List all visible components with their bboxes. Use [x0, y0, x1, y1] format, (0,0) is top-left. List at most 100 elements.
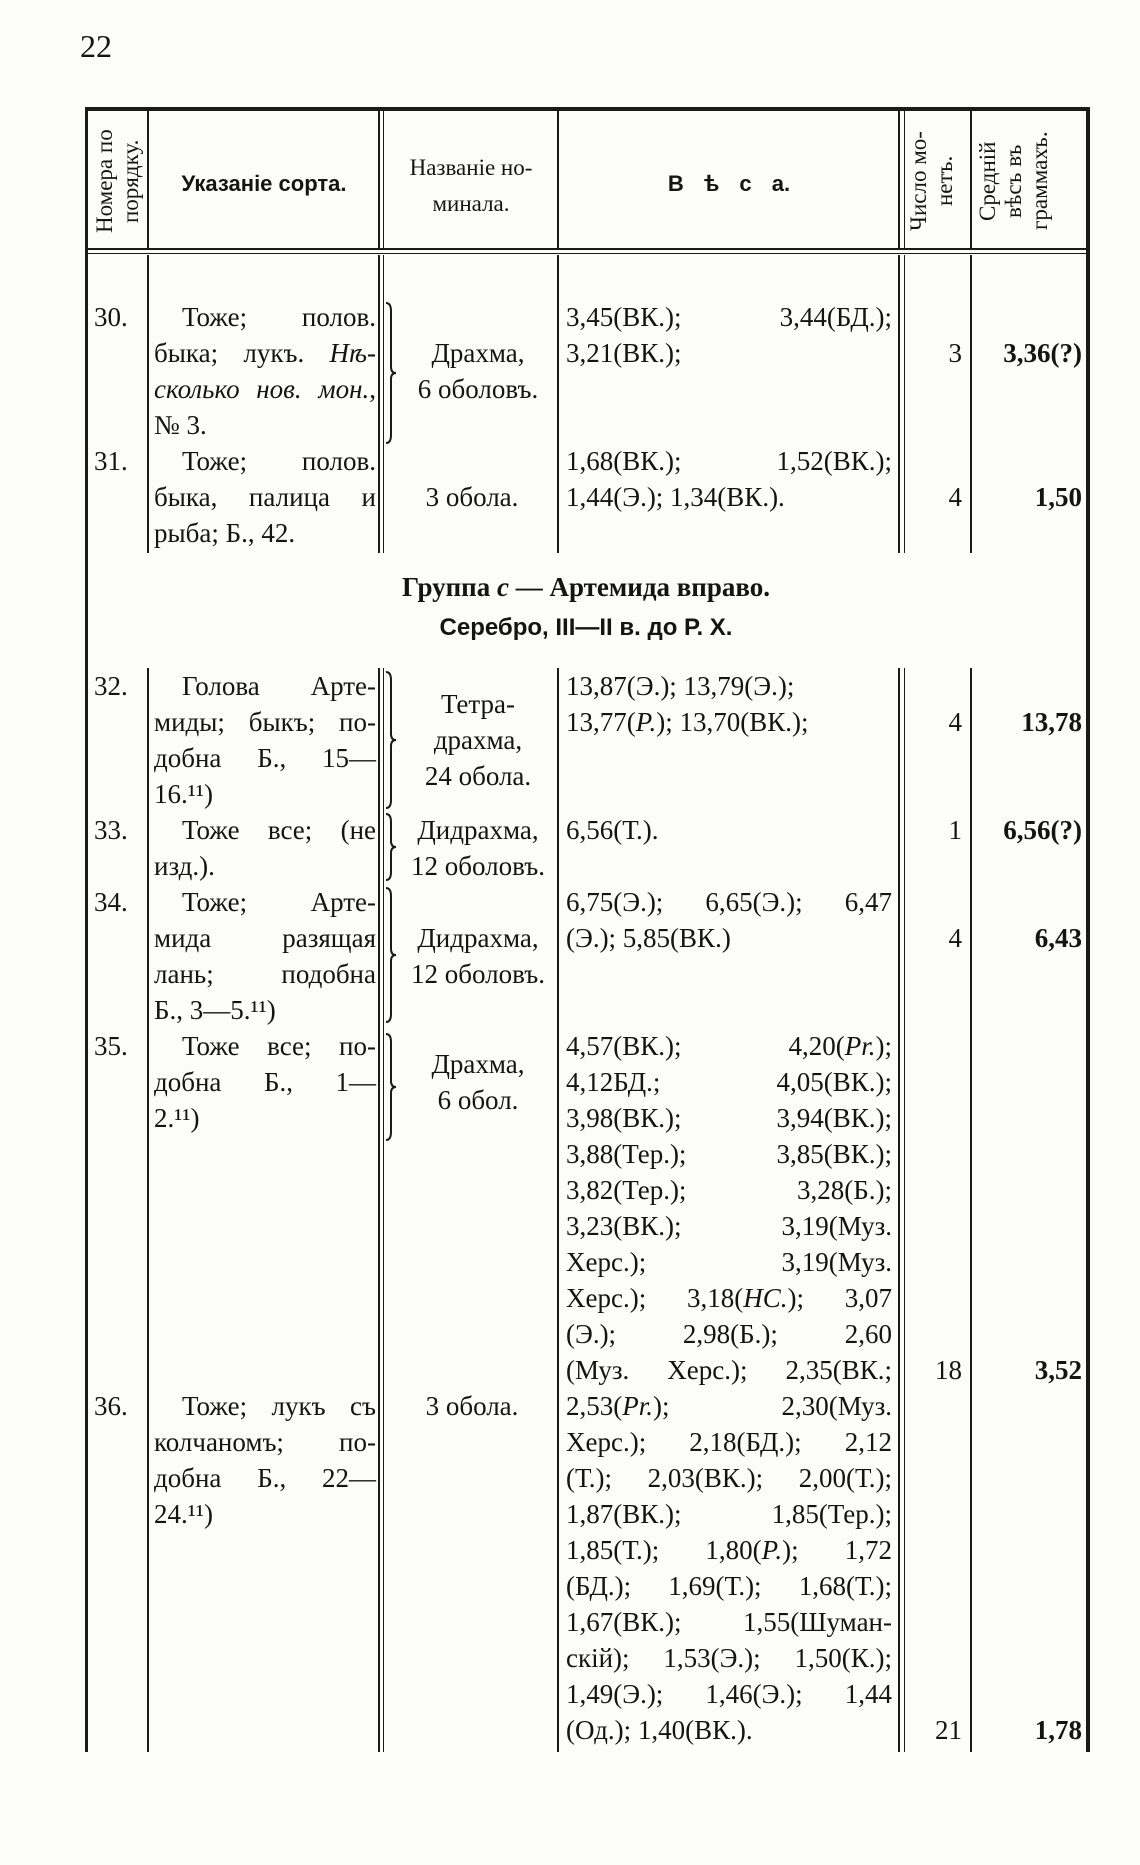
text-line: быка; лукъ. Нѣ-	[154, 338, 376, 368]
coin-count: 3	[948, 338, 963, 368]
header-divider	[904, 111, 905, 249]
header-rule-2	[86, 253, 1088, 254]
text-line: 3 обола.	[425, 1391, 519, 1421]
coin-count: 4	[948, 482, 963, 512]
column-divider	[557, 255, 559, 553]
text-line: Тетра-	[440, 689, 516, 719]
denomination: Драхма, 6 обол.	[398, 1046, 558, 1118]
text-line: 3 обола.	[425, 482, 519, 512]
sort-description: Тоже; полов. быка, палица и рыба; Б., 42.	[154, 443, 376, 551]
header-divider	[898, 111, 900, 249]
brace-icon	[385, 1033, 397, 1141]
denomination: Драхма, 6 оболовъ.	[398, 335, 558, 407]
text-line: 1,49(Э.); 1,46(Э.); 1,44	[566, 1679, 892, 1709]
text-line: драхма,	[433, 725, 523, 755]
text-line: 12 оболовъ.	[411, 959, 545, 989]
row-number: 32.	[94, 671, 128, 701]
header-line: Средній	[975, 141, 1000, 221]
header-divider	[383, 111, 384, 249]
row-number: 30.	[94, 302, 128, 332]
text-line: колчаномъ; по-	[154, 1427, 376, 1457]
brace-icon	[385, 671, 397, 809]
denomination: Тетра-драхма, 24 обола.	[398, 686, 558, 794]
text-line: 3,21(ВК.);	[566, 338, 682, 368]
column-divider	[970, 668, 972, 1752]
text-line: 3,23(ВК.); 3,19(Муз.	[566, 1211, 892, 1241]
row-number: 33.	[94, 815, 128, 845]
header-line: Число мо-	[906, 131, 931, 231]
header-line: вѣсъ въ	[1001, 144, 1026, 218]
text-line: 1,87(ВК.); 1,85(Тер.);	[566, 1499, 892, 1529]
text-line: 12 оболовъ.	[411, 851, 545, 881]
header-number: Номера по порядку.	[92, 116, 144, 246]
text-line: Тоже; полов.	[182, 446, 376, 476]
text-line: 6 оболовъ.	[417, 374, 539, 404]
text-line: 3,82(Тер.); 3,28(Б.);	[566, 1175, 892, 1205]
header-average: Средній вѣсъ въ граммахъ.	[975, 116, 1083, 246]
text-line: сколько нов. мон.,	[154, 374, 376, 404]
header-line: минала.	[432, 191, 510, 216]
column-divider	[147, 668, 149, 1752]
text-line: добна Б., 22—	[154, 1463, 376, 1493]
column-divider	[378, 255, 380, 553]
weights: 2,53(Pr.); 2,30(Муз. Херс.); 2,18(БД.); 2…	[566, 1388, 892, 1748]
weights: 4,57(ВК.); 4,20(Pr.); 4,12БД.; 4,05(ВК.);…	[566, 1028, 892, 1388]
coin-count: 4	[948, 923, 963, 953]
text-line: 24 обола.	[424, 761, 532, 791]
average-weight: 1,78	[1034, 1715, 1082, 1745]
weights: 6,75(Э.); 6,65(Э.); 6,47 (Э.); 5,85(ВК.)	[566, 884, 892, 956]
text-line: Херс.); 2,18(БД.); 2,12	[566, 1427, 892, 1457]
header-divider	[147, 111, 149, 249]
header-sort: Указаніе сорта.	[181, 171, 347, 196]
denomination: Дидрахма, 12 оболовъ.	[398, 920, 558, 992]
denomination: Дидрахма, 12 оболовъ.	[398, 812, 558, 884]
average-weight: 13,78	[1021, 707, 1082, 737]
text-line: 1,67(ВК.); 1,55(Шуман-	[566, 1607, 892, 1637]
row-number: 35.	[94, 1031, 128, 1061]
text-line: (Э.); 2,98(Б.); 2,60	[566, 1319, 892, 1349]
header-line: порядку.	[118, 139, 143, 223]
denomination: 3 обола.	[386, 1388, 558, 1424]
header-divider	[970, 111, 972, 249]
text-line: 3,45(ВК.); 3,44(БД.);	[566, 302, 892, 332]
brace-icon	[385, 302, 397, 444]
text-line: 24.¹¹)	[154, 1499, 213, 1529]
column-divider	[904, 255, 905, 553]
header-line: граммахъ.	[1027, 131, 1052, 231]
text-line: лань; подобна	[154, 959, 376, 989]
text-line: Б., 3—5.¹¹)	[154, 995, 276, 1025]
table-left-border	[85, 107, 88, 1752]
text-line: рыба; Б., 42.	[154, 518, 296, 548]
text-line: 13,77(Р.); 13,70(ВК.);	[566, 707, 809, 737]
header-line: Названіе но-	[409, 155, 533, 180]
text-line: № 3.	[154, 410, 207, 440]
text-line: Херс.); 3,19(Муз.	[566, 1247, 892, 1277]
text-line: 6,56(Т.).	[566, 815, 659, 845]
text-line: Тоже все; (не	[182, 815, 376, 845]
text-line: (Э.); 5,85(ВК.)	[566, 923, 731, 953]
header-denomination: Названіе но- минала.	[385, 150, 557, 222]
text-line: 6,75(Э.); 6,65(Э.); 6,47	[566, 887, 892, 917]
text-line: Тоже; Арте-	[182, 887, 376, 917]
column-divider	[557, 668, 559, 1752]
weights: 6,56(Т.).	[566, 812, 892, 848]
sort-description: Голова Арте-миды; быкъ; по-добна Б., 15—…	[154, 668, 376, 812]
text-line: 1,44(Э.); 1,34(ВК.).	[566, 482, 785, 512]
column-divider	[378, 668, 380, 1752]
row-number: 36.	[94, 1391, 128, 1421]
text-line: добна Б., 15—	[154, 743, 376, 773]
text-line: быка, палица и	[154, 482, 376, 512]
header-count: Число мо- нетъ.	[906, 116, 968, 246]
text-line: Дидрахма,	[417, 815, 539, 845]
text-line: Драхма,	[431, 1049, 525, 1079]
table-top-rule	[86, 107, 1090, 111]
sort-description: Тоже; полов. быка; лукъ. Нѣ-сколько нов. …	[154, 299, 376, 443]
text-line: (Муз. Херс.); 2,35(ВК.;	[566, 1355, 892, 1385]
column-divider	[147, 255, 149, 553]
text-line: Голова Арте-	[182, 671, 376, 701]
column-divider	[383, 668, 384, 1752]
text-line: 4,57(ВК.); 4,20(Pr.);	[566, 1031, 892, 1061]
group-subtitle: Серебро, III—II в. до Р. Х.	[439, 614, 733, 641]
text-line: мида разящая	[154, 923, 376, 953]
